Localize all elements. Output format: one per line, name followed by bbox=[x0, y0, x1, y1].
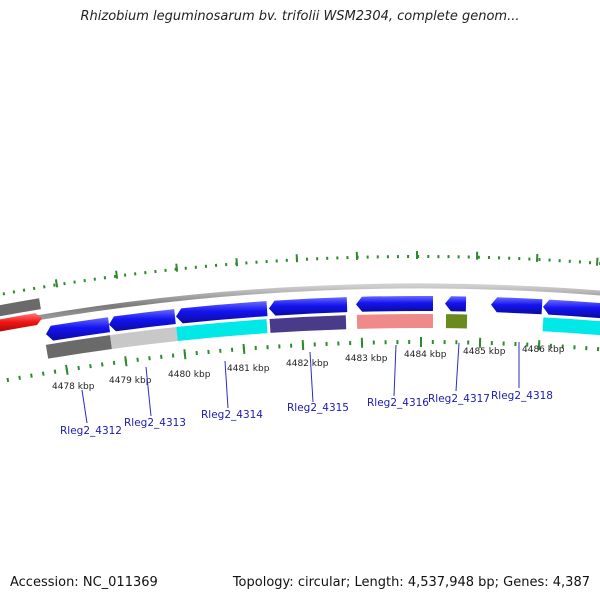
major-tick-mark bbox=[115, 270, 119, 279]
scale-labels: 4478 kbp 4479 kbp 4480 kbp 4481 kbp 4482… bbox=[52, 345, 565, 392]
major-tick-mark bbox=[301, 339, 305, 351]
scale-label: 4480 kbp bbox=[168, 370, 211, 380]
major-tick-mark bbox=[595, 257, 599, 266]
major-tick-mark bbox=[183, 349, 187, 360]
scale-label: 4485 kbp bbox=[463, 347, 506, 357]
topology-label: Topology: bbox=[232, 575, 294, 590]
scale-label: 4483 kbp bbox=[345, 354, 388, 364]
cds-arrow-reverse bbox=[176, 301, 268, 324]
gene-label-rleg2-4312[interactable]: Rleg2_4312 bbox=[60, 425, 122, 437]
cog-block bbox=[269, 315, 347, 333]
major-tick-mark bbox=[54, 279, 59, 288]
cog-block bbox=[356, 314, 434, 329]
cds-arrow-reverse bbox=[445, 296, 467, 312]
tick-mark bbox=[30, 373, 33, 378]
cog-block bbox=[110, 327, 178, 349]
major-tick-mark bbox=[65, 364, 69, 375]
cds-arrow-forward bbox=[0, 313, 42, 332]
feature-block bbox=[0, 298, 41, 317]
leader-line bbox=[81, 389, 88, 424]
tick-mark bbox=[53, 369, 57, 374]
major-tick-mark bbox=[235, 258, 239, 267]
accession-value: NC_011369 bbox=[82, 575, 158, 590]
cds-arrow-reverse bbox=[269, 297, 348, 316]
cds-arrow-reverse bbox=[109, 309, 176, 332]
accession-info: Accession: NC_011369 bbox=[10, 575, 158, 590]
major-tick-mark bbox=[242, 343, 246, 354]
feature-tracks bbox=[0, 296, 600, 359]
tick-mark bbox=[22, 288, 26, 292]
cog-block bbox=[542, 317, 600, 336]
cds-arrow-reverse bbox=[46, 317, 111, 341]
tick-mark bbox=[136, 357, 139, 362]
tick-mark bbox=[41, 371, 45, 376]
genome-stats: Topology: circular; Length: 4,537,948 bp… bbox=[232, 575, 590, 590]
scale-label: 4482 kbp bbox=[286, 359, 329, 369]
topology-value: circular bbox=[297, 575, 346, 590]
leader-line bbox=[309, 351, 314, 403]
gene-label-rleg2-4315[interactable]: Rleg2_4315 bbox=[287, 402, 349, 414]
leader-line bbox=[145, 366, 152, 417]
scale-label: 4481 kbp bbox=[227, 364, 270, 374]
scale-label: 4484 kbp bbox=[404, 350, 447, 360]
major-tick-mark bbox=[175, 263, 179, 272]
outer-tick-ring bbox=[2, 251, 600, 296]
tick-mark bbox=[18, 375, 21, 380]
gene-label-rleg2-4313[interactable]: Rleg2_4313 bbox=[124, 417, 186, 429]
gene-label-rleg2-4318[interactable]: Rleg2_4318 bbox=[491, 390, 553, 402]
tick-mark bbox=[2, 292, 6, 296]
tick-mark bbox=[89, 364, 92, 369]
scale-tick-ring bbox=[6, 336, 600, 383]
genome-backbone bbox=[0, 283, 600, 328]
tick-mark bbox=[112, 360, 116, 365]
cds-arrow-reverse bbox=[491, 297, 543, 315]
gene-leader-lines bbox=[81, 342, 520, 424]
cog-block bbox=[445, 314, 468, 329]
major-tick-mark bbox=[537, 340, 541, 351]
scale-label: 4486 kbp bbox=[522, 345, 565, 355]
tick-mark bbox=[100, 362, 104, 367]
tick-mark bbox=[12, 290, 16, 294]
accession-label: Accession: bbox=[10, 575, 79, 590]
cog-block bbox=[176, 319, 268, 341]
length-label: Length: bbox=[354, 575, 404, 590]
genes-value: 4,387 bbox=[552, 575, 590, 590]
tick-mark bbox=[6, 377, 10, 383]
cog-block bbox=[45, 335, 112, 359]
leader-line bbox=[455, 342, 460, 392]
leader-line bbox=[393, 344, 397, 397]
length-value: 4,537,948 bp bbox=[407, 575, 495, 590]
leader-line bbox=[224, 360, 229, 409]
map-title: Rhizobium leguminosarum bv. trifolii WSM… bbox=[80, 9, 520, 24]
gene-labels: Rleg2_4312 Rleg2_4313 Rleg2_4314 Rleg2_4… bbox=[60, 390, 553, 437]
gene-label-rleg2-4316[interactable]: Rleg2_4316 bbox=[367, 397, 429, 409]
gene-label-rleg2-4314[interactable]: Rleg2_4314 bbox=[201, 409, 263, 421]
tick-mark bbox=[77, 365, 80, 371]
cds-arrow-reverse bbox=[356, 296, 434, 312]
scale-label: 4478 kbp bbox=[52, 382, 95, 392]
scale-label: 4479 kbp bbox=[109, 376, 152, 386]
cds-arrow-reverse bbox=[543, 299, 600, 319]
gene-label-rleg2-4317[interactable]: Rleg2_4317 bbox=[428, 393, 490, 405]
genes-label: Genes: bbox=[503, 575, 549, 590]
major-tick-mark bbox=[124, 356, 128, 367]
